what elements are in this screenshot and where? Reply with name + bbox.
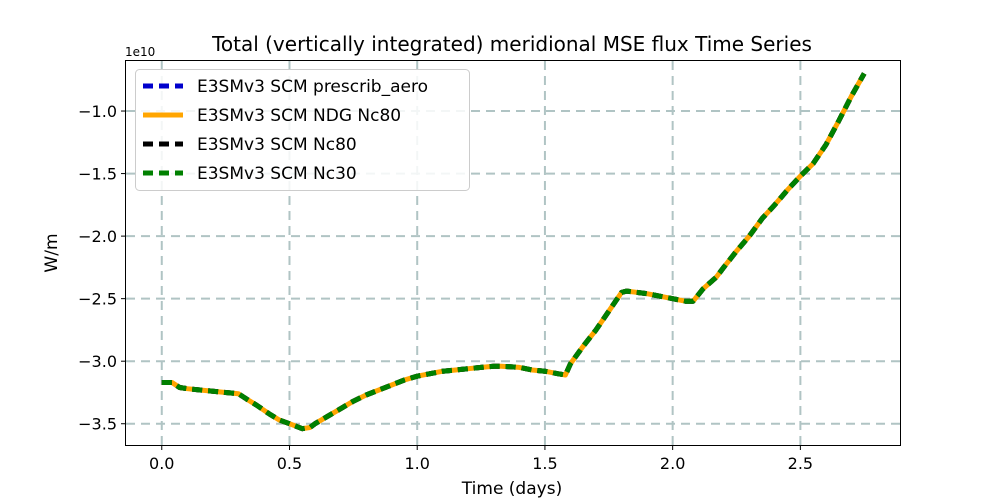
legend-label: E3SMv3 SCM Nc30 — [197, 164, 357, 184]
x-tick-label: 0.0 — [149, 454, 174, 473]
legend-label: E3SMv3 SCM Nc80 — [197, 135, 357, 155]
ticks: 0.0 0.5 1.0 1.5 2.0 2.5 −3.5 −3.0 −2.5 −2.0 −1.5 −1… — [78, 102, 813, 473]
legend-label: E3SMv3 SCM NDG Nc80 — [197, 106, 401, 126]
plot-frame — [125, 60, 901, 446]
series-group — [161, 72, 867, 432]
legend-label: E3SMv3 SCM prescrib_aero — [197, 77, 428, 97]
x-tick-label: 1.0 — [404, 454, 429, 473]
y-offset-label: 1e10 — [125, 45, 155, 59]
x-tick-label: 1.5 — [532, 454, 557, 473]
y-tick-label: −3.0 — [78, 352, 117, 371]
y-tick-label: −2.5 — [78, 290, 117, 309]
y-tick-label: −1.5 — [78, 165, 117, 184]
x-axis-label: Time (days) — [461, 479, 562, 499]
y-axis-label: W/m — [42, 233, 62, 272]
x-tick-label: 0.5 — [277, 454, 302, 473]
y-tick-label: −3.5 — [78, 415, 117, 434]
x-tick-label: 2.0 — [660, 454, 685, 473]
y-tick-label: −1.0 — [78, 102, 117, 121]
chart-title: Total (vertically integrated) meridional… — [211, 32, 812, 56]
y-tick-label: −2.0 — [78, 227, 117, 246]
legend-box — [135, 69, 470, 191]
series-line-3 — [161, 72, 867, 432]
legend: E3SMv3 SCM prescrib_aero E3SMv3 SCM NDG N… — [135, 69, 470, 191]
x-tick-label: 2.5 — [788, 454, 813, 473]
